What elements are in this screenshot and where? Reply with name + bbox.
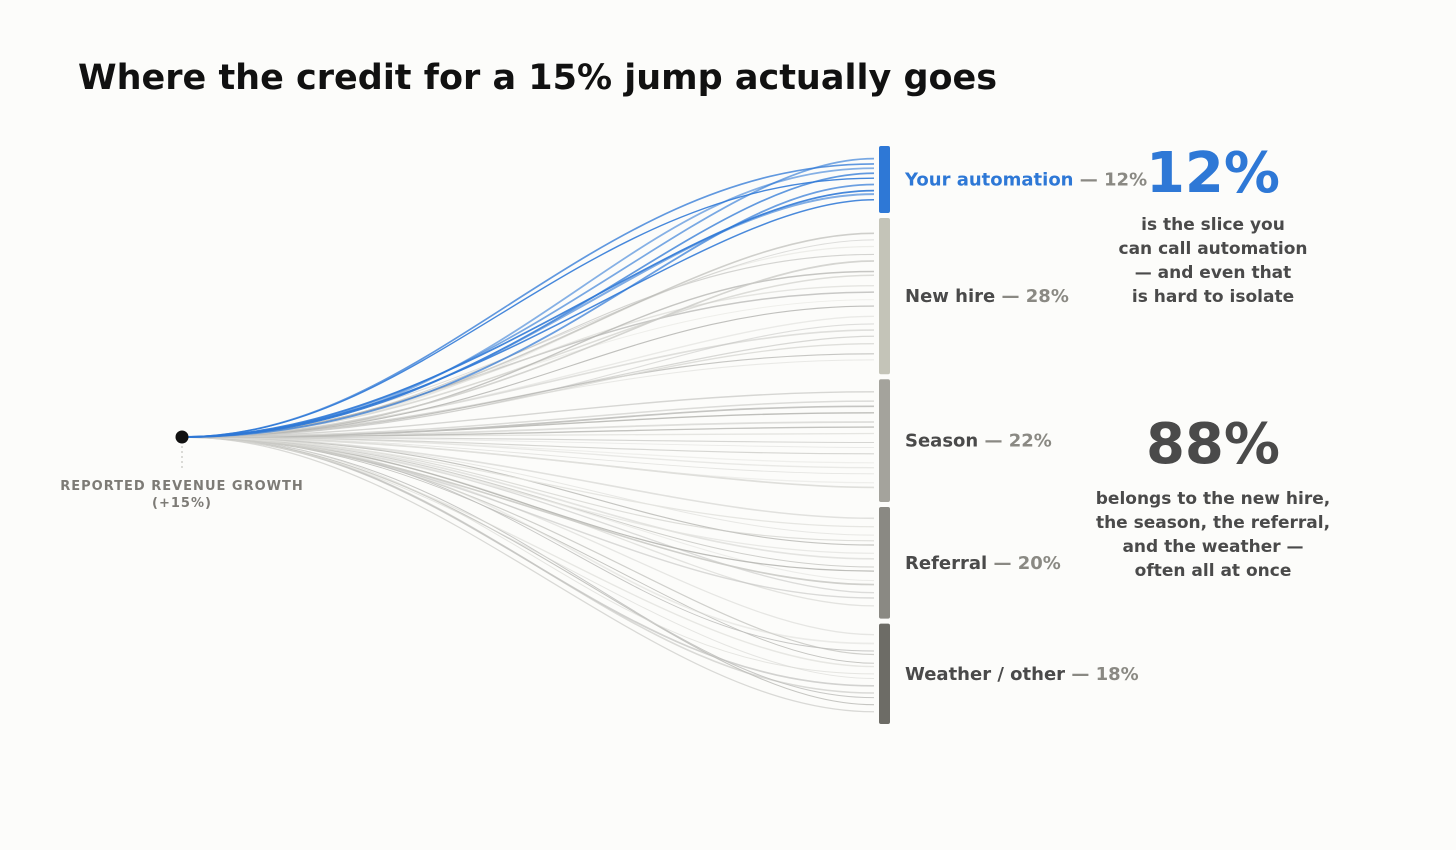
segment-value-season: — 22%	[978, 431, 1052, 452]
segment-label-weather-other: Weather / other — 18%	[905, 664, 1139, 685]
callout-other-line-3: and the weather —	[1122, 537, 1303, 557]
callout-other: 88% belongs to the new hire, the season,…	[1096, 412, 1330, 581]
flow-line-season	[181, 436, 875, 484]
flow-line-your-automation	[181, 189, 875, 438]
flow-line-season	[181, 400, 875, 438]
segment-name-weather-other: Weather / other	[905, 664, 1065, 685]
segment-bars-group	[879, 146, 890, 724]
flow-line-new-hire	[181, 260, 875, 438]
flow-line-referral	[181, 436, 875, 520]
flow-line-weather-other	[181, 436, 875, 652]
flow-line-your-automation	[181, 183, 875, 438]
flow-line-your-automation	[181, 199, 875, 438]
flow-line-weather-other	[181, 436, 875, 706]
segment-labels-group: Your automation — 12% New hire — 28% Seaso…	[904, 170, 1147, 685]
flow-line-weather-other	[181, 436, 875, 645]
flow-line-your-automation	[181, 193, 875, 438]
flow-line-weather-other	[181, 436, 875, 668]
callout-automation-line-4: is hard to isolate	[1132, 287, 1294, 307]
flow-lines-group	[181, 157, 875, 713]
chart-title: Where the credit for a 15% jump actually…	[78, 58, 997, 98]
flow-line-weather-other	[181, 436, 875, 636]
segment-value-referral: — 20%	[987, 553, 1061, 574]
segment-bar-season	[879, 379, 890, 502]
source-node	[175, 430, 189, 444]
flow-line-referral	[181, 436, 875, 586]
segment-label-your-automation: Your automation — 12%	[904, 170, 1147, 191]
flow-line-season	[181, 391, 875, 438]
flow-line-season	[181, 426, 875, 438]
flow-line-season	[181, 436, 875, 475]
callout-automation-line-1: is the slice you	[1141, 215, 1285, 235]
segment-label-referral: Referral — 20%	[905, 553, 1061, 574]
callout-automation-line-3: — and even that	[1135, 263, 1292, 283]
segment-name-new-hire: New hire	[905, 286, 995, 307]
flow-line-new-hire	[181, 274, 875, 438]
callout-other-line-1: belongs to the new hire,	[1096, 489, 1330, 509]
flow-line-season	[181, 436, 875, 444]
segment-name-season: Season	[905, 431, 978, 452]
segment-bar-referral	[879, 507, 890, 619]
callout-other-line-2: the season, the referral,	[1096, 513, 1330, 533]
callout-automation-number: 12%	[1146, 141, 1280, 206]
flow-line-new-hire	[181, 299, 875, 438]
segment-name-referral: Referral	[905, 553, 987, 574]
callout-other-number: 88%	[1146, 412, 1280, 477]
flow-line-new-hire	[181, 305, 875, 438]
flow-line-referral	[181, 436, 875, 582]
segment-value-new-hire: — 28%	[995, 286, 1069, 307]
callout-other-line-4: often all at once	[1135, 561, 1292, 581]
segment-label-season: Season — 22%	[905, 431, 1052, 452]
callout-automation-line-2: can call automation	[1119, 239, 1308, 259]
flow-line-your-automation	[181, 177, 875, 438]
flow-line-weather-other	[181, 436, 875, 687]
source-sublabel: (+15%)	[152, 496, 212, 511]
callout-automation: 12% is the slice you can call automation…	[1119, 141, 1308, 307]
source-label: REPORTED REVENUE GROWTH	[60, 479, 303, 494]
flow-line-referral	[181, 436, 875, 528]
flow-line-new-hire	[181, 343, 875, 438]
flow-line-weather-other	[181, 436, 875, 675]
segment-name-your-automation: Your automation	[904, 170, 1074, 191]
segment-bar-weather-other	[879, 623, 890, 724]
segment-bar-new-hire	[879, 218, 890, 375]
flow-line-new-hire	[181, 323, 875, 438]
segment-bar-your-automation	[879, 146, 890, 213]
flow-line-referral	[181, 436, 875, 554]
flow-line-weather-other	[181, 436, 875, 713]
segment-label-new-hire: New hire — 28%	[905, 286, 1069, 307]
segment-value-your-automation: — 12%	[1074, 170, 1148, 191]
segment-value-weather-other: — 18%	[1065, 664, 1139, 685]
